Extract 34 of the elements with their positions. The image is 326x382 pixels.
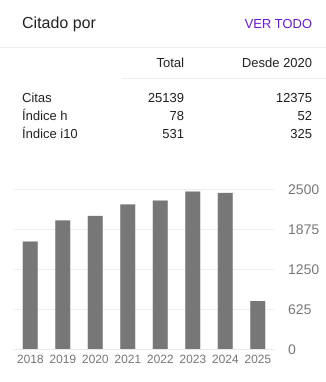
bar bbox=[22, 241, 38, 349]
text: 325 bbox=[290, 126, 312, 140]
x-tick-label: 2020 bbox=[82, 352, 109, 366]
text: 78 bbox=[170, 108, 184, 122]
bar bbox=[120, 204, 136, 349]
bar bbox=[218, 192, 233, 349]
category-label: Citas bbox=[22, 90, 52, 104]
x-tick-label: 2021 bbox=[114, 352, 142, 366]
x-tick-label: 2024 bbox=[212, 352, 239, 366]
category-label: Desde 2020 bbox=[184, 48, 326, 78]
text: Citado por bbox=[22, 14, 96, 32]
bar bbox=[250, 301, 266, 349]
x-tick-label: 2025 bbox=[244, 352, 272, 366]
category-label: Total bbox=[122, 48, 184, 78]
x-tick-label: 2019 bbox=[49, 352, 76, 366]
x-tick-label: 2023 bbox=[179, 352, 206, 366]
x-tick-label: 2018 bbox=[16, 352, 44, 366]
text: 25139 bbox=[148, 90, 184, 104]
y-tick-label: 1250 bbox=[288, 261, 320, 277]
y-tick-label: 2500 bbox=[288, 181, 320, 197]
bar bbox=[152, 200, 168, 349]
bar bbox=[55, 220, 70, 349]
text: 52 bbox=[298, 108, 312, 122]
bar bbox=[88, 216, 103, 349]
category-label: Índice i10 bbox=[22, 126, 78, 140]
text: VER TODO bbox=[244, 16, 312, 31]
category-label: Índice h bbox=[22, 108, 68, 122]
bar bbox=[185, 192, 200, 349]
y-tick-label: 0 bbox=[288, 341, 296, 357]
text: 12375 bbox=[276, 90, 312, 104]
x-tick-label: 2022 bbox=[146, 352, 174, 366]
y-tick-label: 1875 bbox=[288, 221, 320, 237]
y-tick-label: 625 bbox=[288, 301, 312, 317]
text: 531 bbox=[162, 126, 184, 140]
